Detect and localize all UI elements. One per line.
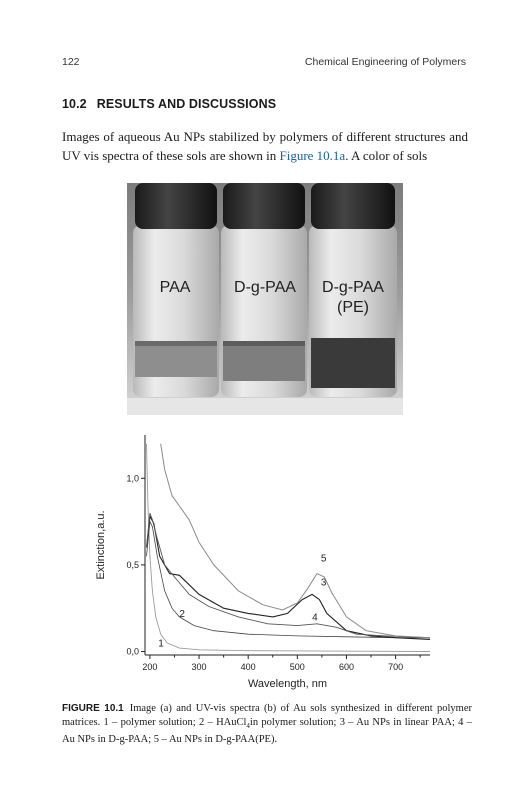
caption-subscript: 4: [246, 722, 250, 731]
vial-3: [309, 183, 397, 397]
series-2-label: 2: [179, 609, 185, 620]
vial-label-dgpaa: D-g-PAA: [234, 279, 296, 296]
series-1-label: 1: [158, 638, 164, 649]
section-heading: 10.2 RESULTS AND DISCUSSIONS: [62, 97, 276, 111]
x-tick-label: 600: [339, 662, 354, 672]
section-number: 10.2: [62, 97, 87, 111]
caption-text-2: in polymer solution; 3 – Au NPs in linea…: [62, 717, 472, 746]
series-3-line: [145, 514, 431, 640]
vial-label-dgpaa-pe: D-g-PAA: [322, 279, 384, 296]
uv-vis-chart: 200 300 400 500 600 700 0,0 0,5 1,0 Extinction,a.…: [95, 435, 431, 690]
vial-2: [221, 183, 307, 397]
figure-link[interactable]: Figure 10.1a: [279, 148, 346, 163]
vial-1: [133, 183, 219, 397]
section-title: RESULTS AND DISCUSSIONS: [96, 97, 277, 111]
paragraph-text-start: Images of aqueous Au NPs stabilized by p…: [62, 129, 468, 163]
series-5-line: [160, 443, 431, 639]
x-tick-label: 200: [142, 662, 157, 672]
series-5-label: 5: [321, 553, 327, 564]
page-number: 122: [62, 56, 80, 68]
x-axis-label: Wavelength, nm: [248, 678, 327, 690]
y-axis-label: Extinction,a.u.: [95, 510, 107, 579]
figure-caption: FIGURE 10.1 Image (a) and UV-vis spectra …: [62, 702, 472, 747]
x-tick-label: 400: [241, 662, 256, 672]
vials-photo: PAA D-g-PAA D-g-PAA (PE): [127, 183, 403, 415]
y-tick-label: 0,5: [126, 560, 139, 570]
vial-label-pe: (PE): [337, 299, 369, 316]
x-tick-label: 500: [290, 662, 305, 672]
series-3-label: 3: [321, 578, 327, 589]
x-tick-label: 300: [192, 662, 207, 672]
caption-label: FIGURE 10.1: [62, 703, 124, 714]
y-tick-label: 0,0: [126, 647, 139, 657]
series-4-label: 4: [312, 612, 318, 623]
series-1-line: [146, 443, 431, 652]
caption-text-1: Image (a) and UV-vis spectra (b) of Au s…: [62, 703, 472, 728]
x-tick-label: 700: [388, 662, 403, 672]
paragraph-text-end: . A color of sols: [345, 148, 428, 163]
series-4-line: [146, 512, 431, 639]
running-header: Chemical Engineering of Polymers: [304, 56, 466, 68]
vial-label-paa: PAA: [160, 279, 191, 296]
series-2-line: [146, 520, 430, 639]
y-tick-label: 1,0: [126, 473, 139, 483]
body-paragraph: Images of aqueous Au NPs stabilized by p…: [62, 127, 468, 165]
